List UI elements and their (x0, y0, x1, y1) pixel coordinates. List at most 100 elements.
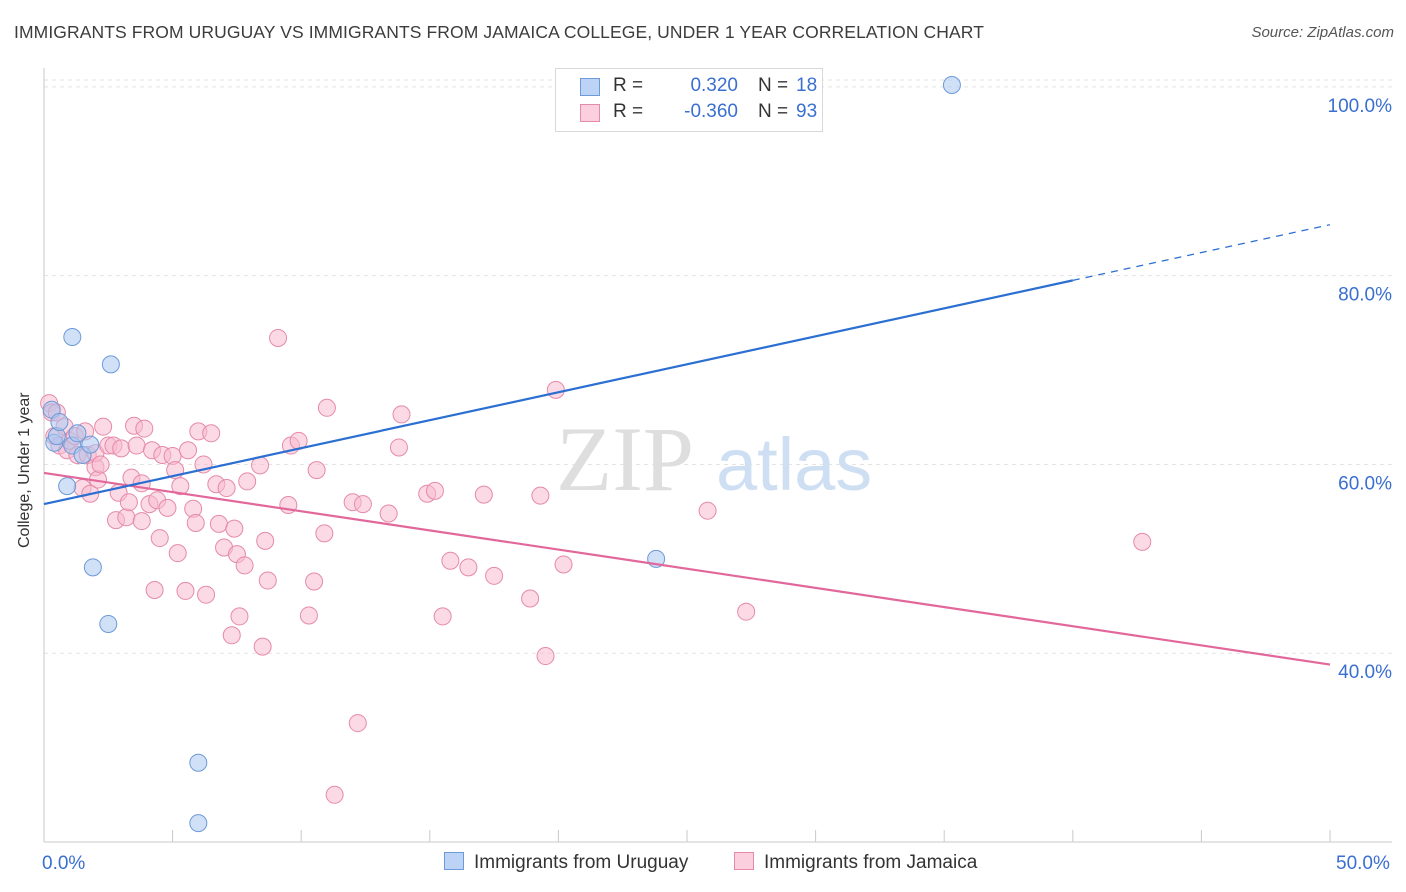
jamaica-point (433, 607, 452, 626)
uruguay-point (99, 614, 118, 633)
uruguay-r-value: 0.320 (690, 75, 738, 96)
jamaica-point (474, 485, 493, 504)
jamaica-point (202, 424, 221, 443)
legend-item-uruguay: Immigrants from Uruguay (444, 852, 688, 874)
jamaica-point (91, 455, 110, 474)
jamaica-point (135, 419, 154, 438)
jamaica-point (225, 519, 244, 538)
y-tick-label: 80.0% (1338, 285, 1392, 306)
jamaica-point (186, 513, 205, 532)
jamaica-point (238, 472, 257, 491)
jamaica-legend-label: Immigrants from Jamaica (764, 852, 978, 873)
y-tick-label: 100.0% (1328, 96, 1393, 117)
jamaica-point (307, 461, 326, 480)
jamaica-point (389, 438, 408, 457)
jamaica-point (94, 417, 113, 436)
correlation-legend: R = 0.320 N = 18 R = -0.360 N = 93 (555, 68, 823, 132)
jamaica-point (348, 714, 367, 733)
axes (43, 68, 1392, 843)
uruguay-point (50, 412, 69, 431)
uruguay-point (189, 814, 208, 833)
uruguay-point (63, 328, 82, 347)
jamaica-point (179, 441, 198, 460)
jamaica-swatch (580, 104, 600, 122)
jamaica-point (521, 589, 540, 608)
y-tick-label: 60.0% (1338, 473, 1392, 494)
uruguay-trend-extension (1072, 224, 1331, 281)
jamaica-trend-line (43, 471, 1331, 666)
source-label: Source: ZipAtlas.com (1251, 24, 1394, 41)
uruguay-point (189, 753, 208, 772)
uruguay-point (58, 477, 77, 496)
jamaica-point (197, 585, 216, 604)
trend-lines (43, 224, 1331, 666)
uruguay-point (68, 424, 87, 443)
uruguay-trend-line (43, 279, 1074, 506)
uruguay-legend-label: Immigrants from Uruguay (474, 852, 689, 873)
jamaica-point (117, 508, 136, 527)
chart-title: IMMIGRANTS FROM URUGUAY VS IMMIGRANTS FR… (14, 22, 984, 42)
jamaica-point (305, 572, 324, 591)
jamaica-point (127, 436, 146, 455)
y-tick-label: 40.0% (1338, 662, 1392, 683)
n-label: N = (758, 101, 789, 122)
jamaica-point (315, 524, 334, 543)
jamaica-r-value: -0.360 (684, 101, 738, 122)
jamaica-point (235, 556, 254, 575)
jamaica-n-value: 93 (796, 101, 818, 122)
jamaica-point (222, 626, 241, 645)
jamaica-point (531, 486, 550, 505)
jamaica-point (132, 512, 151, 531)
jamaica-point (325, 785, 344, 804)
watermark-atlas: atlas (716, 423, 872, 506)
jamaica-point (145, 580, 164, 599)
x-tick-min: 0.0% (42, 853, 86, 874)
uruguay-legend-swatch (444, 852, 464, 870)
jamaica-point (459, 558, 478, 577)
jamaica-point (379, 504, 398, 523)
jamaica-point (317, 398, 336, 417)
watermark-zip: ZIP (556, 408, 694, 510)
jamaica-point (392, 405, 411, 424)
uruguay-point (942, 75, 961, 94)
jamaica-point (217, 479, 236, 498)
uruguay-point (101, 355, 120, 374)
jamaica-point (425, 481, 444, 500)
jamaica-point (1133, 532, 1152, 551)
y-tick-labels: 40.0% 60.0% 80.0% 100.0% (1328, 96, 1393, 683)
jamaica-point (253, 637, 272, 656)
uruguay-n-value: 18 (796, 75, 818, 96)
jamaica-point (269, 328, 288, 347)
jamaica-point (485, 566, 504, 585)
jamaica-point (737, 602, 756, 621)
uruguay-point (83, 558, 102, 577)
jamaica-point (209, 514, 228, 533)
jamaica-point (150, 529, 169, 548)
jamaica-point (546, 380, 565, 399)
jamaica-point (258, 571, 277, 590)
x-tick-max: 50.0% (1336, 853, 1390, 874)
r-label: R = (613, 75, 644, 96)
uruguay-point (81, 435, 100, 454)
uruguay-swatch (580, 78, 600, 96)
jamaica-point (698, 501, 717, 520)
r-label: R = (613, 101, 644, 122)
jamaica-point (230, 607, 249, 626)
jamaica-point (168, 544, 187, 563)
jamaica-point (112, 439, 131, 458)
jamaica-point (554, 555, 573, 574)
jamaica-point (176, 581, 195, 600)
jamaica-point (299, 606, 318, 625)
jamaica-point (171, 477, 190, 496)
jamaica-point (158, 498, 177, 517)
n-label: N = (758, 75, 789, 96)
legend-item-jamaica: Immigrants from Jamaica (734, 852, 977, 874)
jamaica-point (441, 551, 460, 570)
jamaica-point (256, 531, 275, 550)
watermark: ZIP atlas (556, 408, 872, 510)
jamaica-legend-swatch (734, 852, 754, 870)
jamaica-point (119, 493, 138, 512)
jamaica-point (536, 647, 555, 666)
jamaica-point (353, 495, 372, 514)
